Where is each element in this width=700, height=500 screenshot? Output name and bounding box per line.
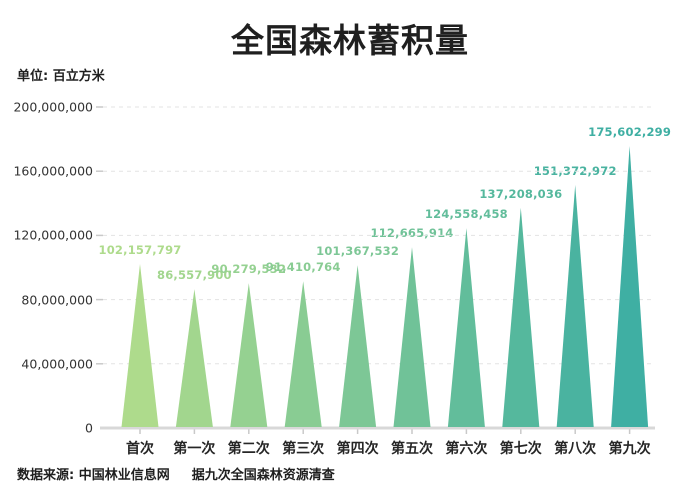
source-note: 据九次全国森林资源清查 <box>191 468 335 483</box>
x-category-label: 第三次 <box>282 441 325 457</box>
bar-triangle-4 <box>284 281 322 427</box>
x-category-label: 第九次 <box>608 441 651 457</box>
value-label: 90,279,532 <box>211 262 287 277</box>
value-label: 137,208,036 <box>479 186 563 201</box>
source-prefix: 数据来源: 中国林业信息网 <box>17 468 170 483</box>
bar-triangle-1 <box>121 264 159 427</box>
x-category-label: 第八次 <box>554 441 597 457</box>
value-label: 86,557,900 <box>157 268 232 283</box>
y-tick-label: 80,000,000 <box>21 292 93 308</box>
x-category-label: 第七次 <box>499 441 542 457</box>
x-category-label: 第一次 <box>173 441 216 457</box>
y-tick-label: 40,000,000 <box>21 356 93 372</box>
unit-label: 单位: 百立方米 <box>17 69 105 84</box>
y-tick-label: 120,000,000 <box>13 227 93 243</box>
x-category-label: 第五次 <box>391 441 433 457</box>
bar-triangle-7 <box>447 228 485 427</box>
x-category-label: 首次 <box>126 441 154 457</box>
x-category-label: 第二次 <box>227 441 270 457</box>
bar-triangle-5 <box>339 265 377 427</box>
x-category-label: 第四次 <box>336 441 379 457</box>
chart-title: 全国森林蓄积量 <box>231 21 469 60</box>
y-tick-label: 0 <box>85 420 93 436</box>
bar-triangle-8 <box>502 207 540 427</box>
y-tick-label: 200,000,000 <box>13 99 93 115</box>
value-label: 112,665,914 <box>370 226 454 241</box>
bar-triangle-2 <box>175 289 213 427</box>
y-tick-label: 160,000,000 <box>13 163 93 179</box>
x-category-label: 第六次 <box>445 441 488 457</box>
value-label: 175,602,299 <box>588 125 672 140</box>
bar-triangle-6 <box>393 247 431 427</box>
value-label: 124,558,458 <box>424 207 508 222</box>
data-source: 数据来源: 中国林业信息网 据九次全国森林资源清查 <box>17 464 335 483</box>
value-label: 102,157,797 <box>98 243 182 258</box>
bar-triangle-3 <box>230 283 268 427</box>
value-label: 91,410,764 <box>265 260 341 275</box>
value-label: 101,367,532 <box>316 244 400 259</box>
bar-triangle-10 <box>611 146 649 427</box>
bar-triangle-9 <box>556 185 594 427</box>
